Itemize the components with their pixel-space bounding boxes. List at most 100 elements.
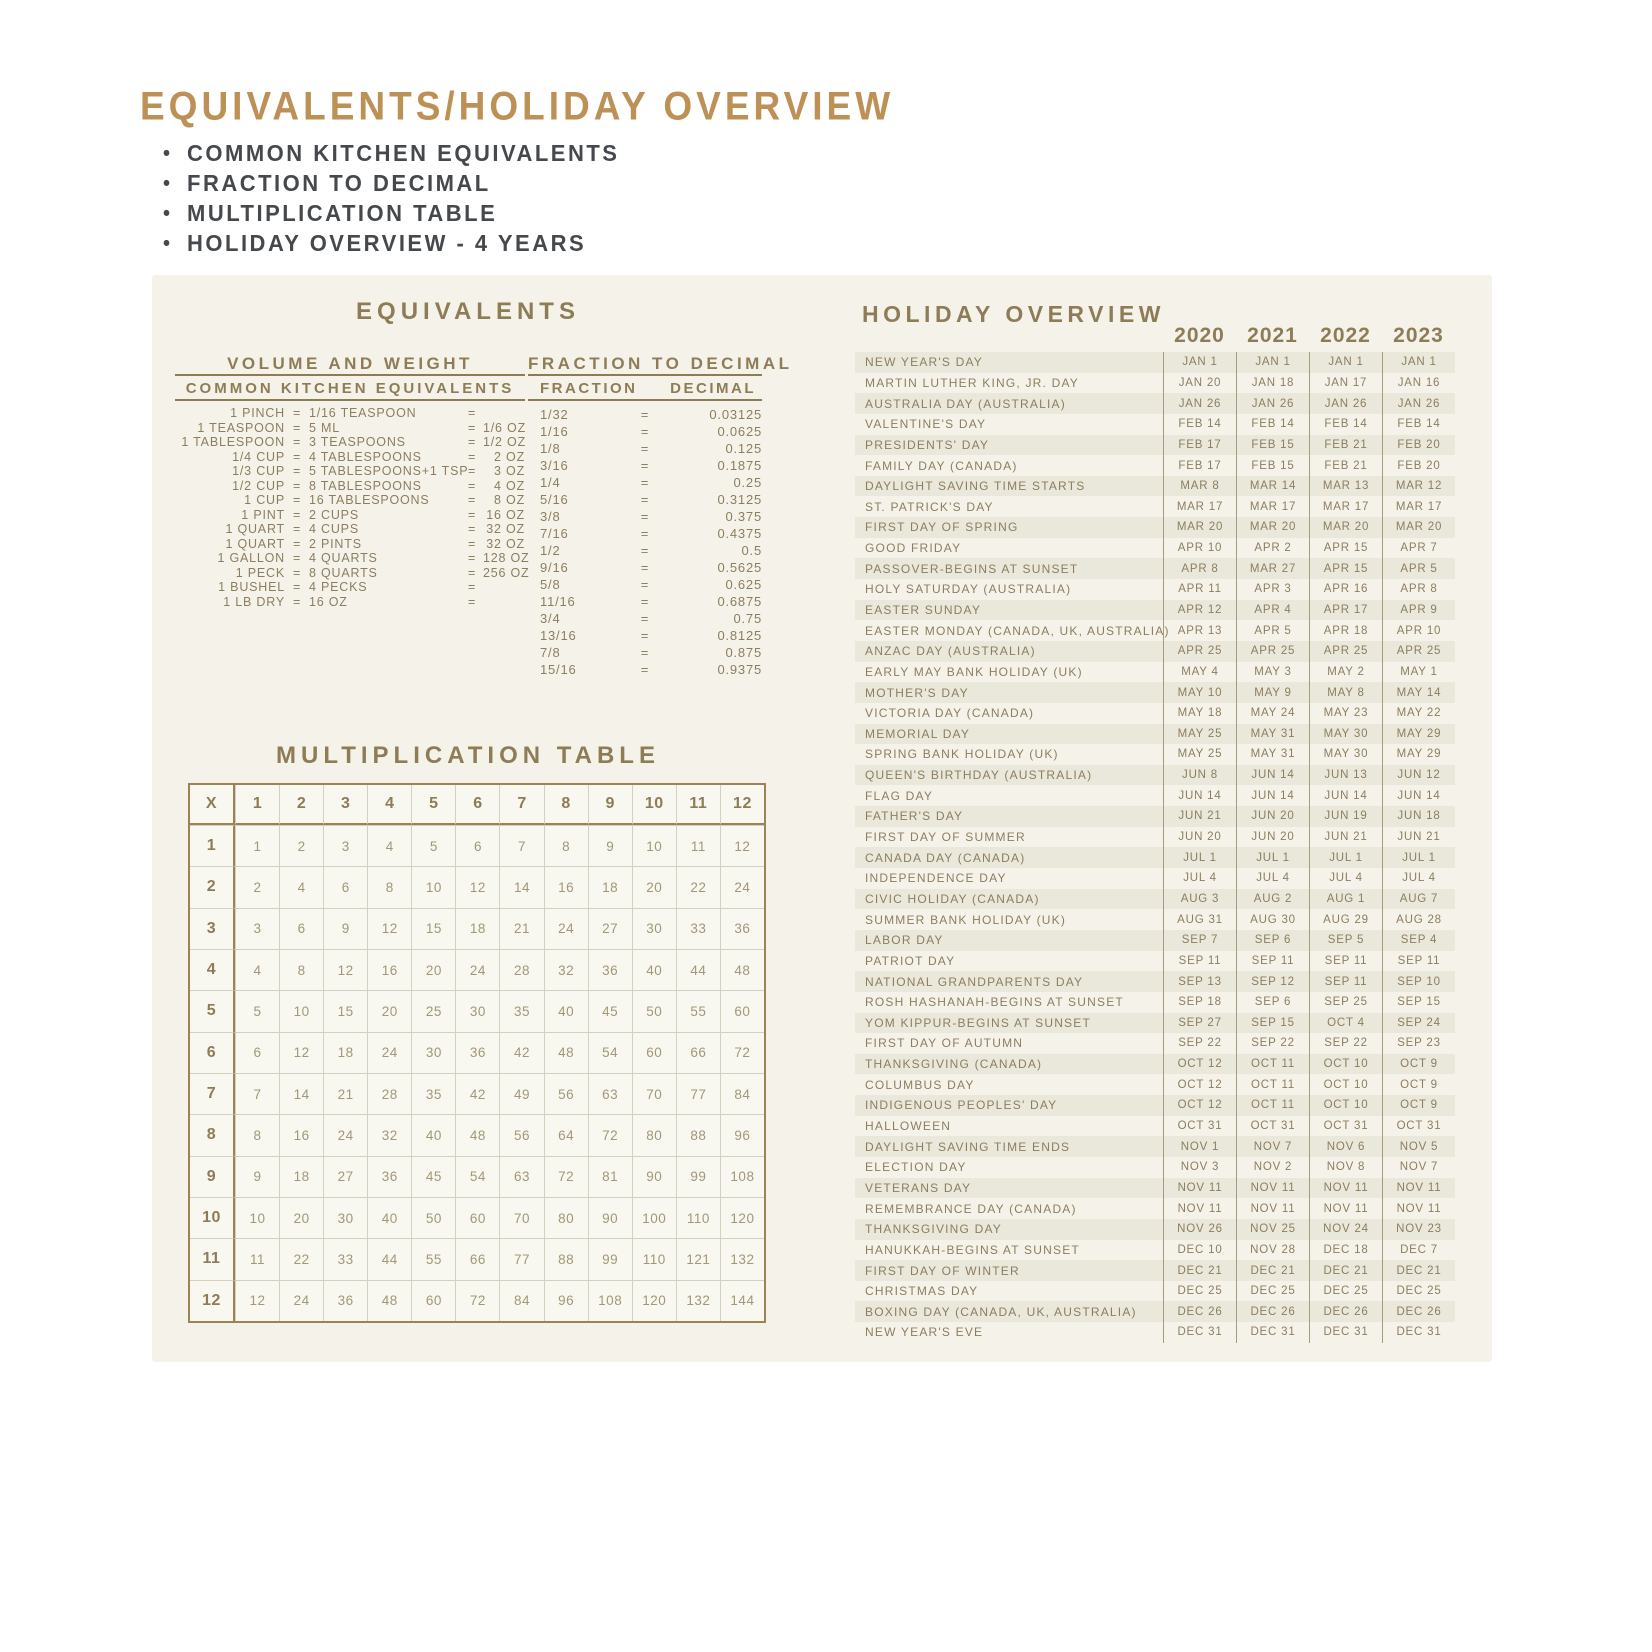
holiday-row: CANADA DAY (CANADA) JUL 1 JUL 1 JUL 1 JUL 1 [855,847,1455,869]
holiday-row: CHRISTMAS DAY DEC 25 DEC 25 DEC 25 DEC 25 [855,1280,1455,1302]
holiday-row: EARLY MAY BANK HOLIDAY (UK) MAY 4 MAY 3 MAY… [855,661,1455,683]
holiday-row: HANUKKAH-BEGINS AT SUNSET DEC 10 NOV 28 DEC… [855,1239,1455,1261]
fraction-decimal-row: 3/8 = 0.375 [528,508,762,525]
multiplication-product-cell: 9 [323,907,368,949]
holiday-date: SEP 11 [1382,950,1455,972]
holiday-date: OCT 31 [1382,1115,1455,1137]
holiday-date: APR 7 [1382,537,1455,559]
multiplication-product-cell: 24 [279,1279,324,1321]
kitchen-ounces-value: 256 OZ [483,565,530,580]
holiday-row: MOTHER'S DAY MAY 10 MAY 9 MAY 8 MAY 14 [855,682,1455,703]
holiday-date: MAY 30 [1309,744,1382,765]
kitchen-equivalent-row: 1/4 CUP = 4 TABLESPOONS = 2 OZ [175,450,525,465]
holiday-row: SPRING BANK HOLIDAY (UK) MAY 25 MAY 31 MAY … [855,744,1455,765]
multiplication-row-header: 11 [190,1238,235,1280]
volume-weight-rule-bottom [175,399,525,401]
holiday-date: JAN 26 [1309,393,1382,414]
multiplication-product-cell: 66 [455,1238,500,1280]
equals-sign: = [467,464,477,479]
holiday-date: FEB 14 [1163,413,1236,435]
holiday-date: SEP 15 [1236,1012,1309,1034]
holiday-name: THANKSGIVING DAY [865,1222,1002,1237]
holiday-date: SEP 24 [1382,1012,1455,1034]
holiday-date: SEP 5 [1309,929,1382,951]
multiplication-column-header: 3 [323,785,368,825]
multiplication-column-header: 4 [367,785,412,825]
holiday-name: PRESIDENTS' DAY [865,437,990,452]
multiplication-product-cell: 2 [235,866,280,908]
holiday-row: HOLY SATURDAY (AUSTRALIA) APR 11 APR 3 APR … [855,579,1455,600]
multiplication-product-cell: 22 [675,866,720,908]
kitchen-item: 1 QUART [225,522,285,537]
holiday-name: FIRST DAY OF WINTER [865,1263,1020,1278]
equals-sign: = [640,424,650,439]
holiday-row: PRESIDENTS' DAY FEB 17 FEB 15 FEB 21 FEB 20 [855,434,1455,456]
kitchen-equivalents-table: 1 PINCH = 1/16 TEASPOON = 1 TEASPOON = 5 ML = 1/… [175,406,530,609]
holiday-date: MAY 23 [1309,702,1382,724]
multiplication-product-cell: 21 [499,907,544,949]
kitchen-equivalent-row: 1 CUP = 16 TABLESPOONS = 8 OZ [175,493,525,508]
multiplication-product-cell: 18 [279,1155,324,1197]
decimal-value: 0.9375 [717,662,762,677]
holiday-name: FIRST DAY OF SUMMER [865,830,1026,845]
equals-sign: = [292,449,302,464]
multiplication-product-cell: 48 [455,1114,500,1156]
holiday-date: FEB 20 [1382,434,1455,456]
equals-sign: = [467,435,477,450]
multiplication-product-cell: 40 [411,1114,456,1156]
decimal-value: 0.03125 [709,407,762,422]
kitchen-equivalent-value: 16 TABLESPOONS [309,493,430,508]
holiday-date: APR 13 [1163,620,1236,641]
multiplication-row-header: 1 [190,825,235,867]
equals-sign: = [640,407,650,422]
holiday-date: APR 25 [1236,640,1309,662]
multiplication-product-cell: 15 [323,990,368,1032]
holiday-name: SPRING BANK HOLIDAY (UK) [865,747,1059,762]
holiday-date: MAR 20 [1163,517,1236,538]
holiday-date: APR 11 [1163,579,1236,600]
holiday-row: FATHER'S DAY JUN 21 JUN 20 JUN 19 JUN 18 [855,806,1455,827]
multiplication-column-header: 11 [675,785,720,825]
equals-sign: = [292,536,302,551]
multiplication-table-title: MULTIPLICATION TABLE [276,742,660,769]
fraction-decimal-row: 1/32 = 0.03125 [528,406,762,423]
multiplication-row-header: 2 [190,866,235,908]
holiday-row: AUSTRALIA DAY (AUSTRALIA) JAN 26 JAN 26 JAN… [855,393,1455,414]
decimal-value: 0.5 [741,543,762,558]
holiday-row: FLAG DAY JUN 14 JUN 14 JUN 14 JUN 14 [855,785,1455,807]
holiday-date: JUN 21 [1309,826,1382,848]
fraction-decimal-row: 13/16 = 0.8125 [528,627,762,644]
holiday-name: FLAG DAY [865,788,934,803]
holiday-name: VALENTINE'S DAY [865,417,987,432]
multiplication-product-cell: 16 [543,866,588,908]
kitchen-item: 1/4 CUP [232,449,285,464]
multiplication-row-header: 9 [190,1155,235,1197]
kitchen-item: 1 TEASPOON [197,420,285,435]
fraction-decimal-title: FRACTION TO DECIMAL [528,354,793,373]
holiday-date: JUN 20 [1236,806,1309,827]
equals-sign: = [640,628,650,643]
multiplication-product-cell: 42 [499,1031,544,1073]
fraction-value: 3/8 [540,509,561,524]
multiplication-row-header: 7 [190,1072,235,1115]
holiday-date: OCT 11 [1236,1053,1309,1075]
multiplication-row-header: 3 [190,907,235,949]
fraction-decimal-row: 11/16 = 0.6875 [528,593,762,610]
holiday-name: NEW YEAR'S DAY [865,355,984,370]
holiday-date: NOV 3 [1163,1156,1236,1178]
multiplication-product-cell: 110 [675,1196,720,1239]
multiplication-product-cell: 40 [631,948,676,991]
multiplication-product-cell: 3 [235,907,280,949]
fraction-value: 11/16 [540,594,576,609]
kitchen-item: 1/2 CUP [232,478,285,493]
holiday-date: APR 8 [1382,579,1455,600]
holiday-date: DEC 10 [1163,1239,1236,1261]
holiday-date: DEC 31 [1309,1322,1382,1343]
holiday-name: EASTER MONDAY (CANADA, UK, AUSTRALIA) [865,623,1170,638]
multiplication-product-cell: 110 [631,1238,676,1280]
multiplication-product-cell: 66 [675,1031,720,1073]
holiday-date: JUL 1 [1382,847,1455,869]
multiplication-product-cell: 3 [323,825,368,867]
holiday-date: DEC 25 [1163,1280,1236,1302]
holiday-name: HOLY SATURDAY (AUSTRALIA) [865,582,1072,597]
